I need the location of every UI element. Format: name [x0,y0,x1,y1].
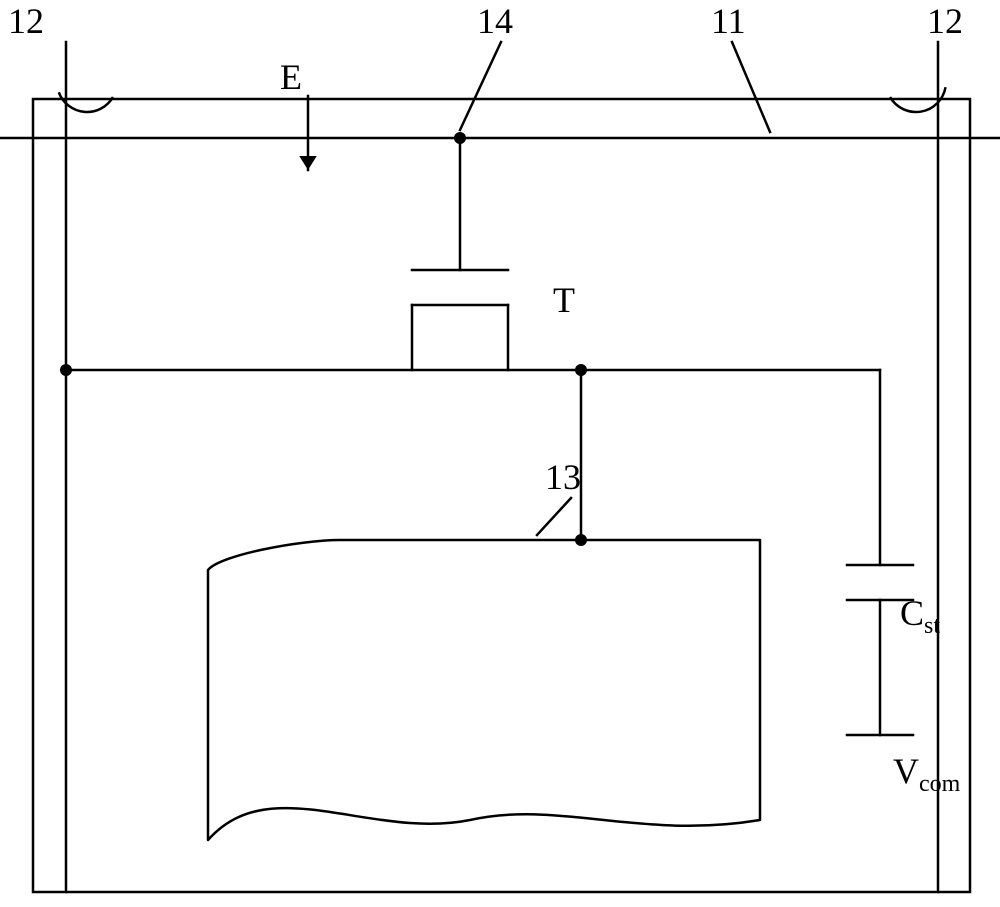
label-t: T [553,279,575,321]
label-vcom: Vcom [893,750,960,798]
label-vcom-sub: com [919,771,960,797]
label-vcom-main: V [893,751,919,791]
label-cst: Cst [900,592,940,640]
label-13: 13 [545,456,581,498]
label-cst-sub: st [924,613,940,639]
label-12-left: 12 [8,0,44,42]
label-e: E [280,56,302,98]
label-cst-main: C [900,593,924,633]
label-12-right: 12 [927,0,963,42]
label-11: 11 [711,0,746,42]
label-14: 14 [477,0,513,42]
